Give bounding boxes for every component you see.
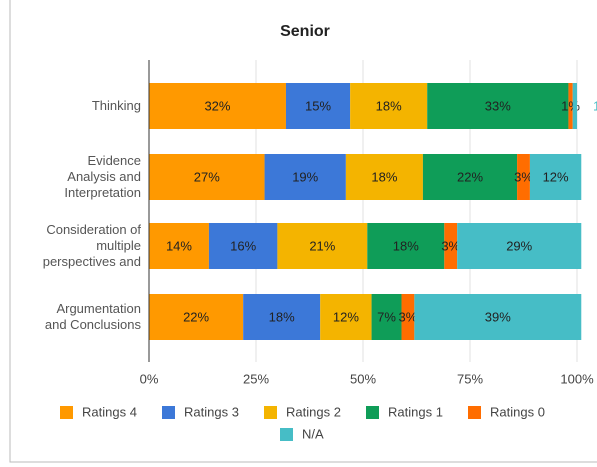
legend-label: Ratings 2 xyxy=(286,404,341,419)
category-label: Thinking xyxy=(91,98,141,113)
bar-segment xyxy=(320,294,372,340)
bar-segment xyxy=(422,154,518,200)
bar-segment xyxy=(367,223,445,269)
bar-segment xyxy=(149,294,244,340)
data-label: 33% xyxy=(485,98,511,113)
bar-segment xyxy=(264,154,346,200)
bar-segment xyxy=(572,83,577,129)
data-label: 1% xyxy=(561,98,580,113)
data-label: 16% xyxy=(230,238,256,253)
legend-swatch xyxy=(366,406,379,419)
category-label: Evidence Analysis and Interpretation xyxy=(64,153,141,200)
x-tick-label: 25% xyxy=(243,371,269,386)
bar-segment xyxy=(371,294,402,340)
x-tick-label: 100% xyxy=(560,371,594,386)
chart-title: Senior xyxy=(280,23,330,40)
bar-segment xyxy=(243,294,321,340)
legend-label: Ratings 0 xyxy=(490,404,545,419)
legend-swatch xyxy=(468,406,481,419)
bar-segment xyxy=(427,83,569,129)
bar-segment xyxy=(457,223,582,269)
data-label: 29% xyxy=(506,238,532,253)
data-label: 32% xyxy=(204,98,230,113)
data-label: 7% xyxy=(377,309,396,324)
data-label: 3% xyxy=(441,238,460,253)
data-label: 22% xyxy=(183,309,209,324)
legend-swatch xyxy=(60,406,73,419)
x-tick-label: 75% xyxy=(457,371,483,386)
bar-segment xyxy=(208,223,278,269)
data-label: 22% xyxy=(457,169,483,184)
data-label: 19% xyxy=(292,169,318,184)
data-label: 27% xyxy=(194,169,220,184)
legend-label: Ratings 3 xyxy=(184,404,239,419)
data-label: 39% xyxy=(485,309,511,324)
legend-swatch xyxy=(162,406,175,419)
frame xyxy=(9,0,597,463)
data-label: 15% xyxy=(305,98,331,113)
data-label: 18% xyxy=(269,309,295,324)
data-label: 21% xyxy=(309,238,335,253)
data-label: 12% xyxy=(333,309,359,324)
data-label: 1% xyxy=(593,98,597,113)
bar-segment xyxy=(517,154,530,200)
bar-segment xyxy=(285,83,351,129)
bar-segment xyxy=(568,83,573,129)
legend-label: Ratings 4 xyxy=(82,404,137,419)
bar-segment xyxy=(277,223,368,269)
data-label: 12% xyxy=(543,169,569,184)
data-label: 3% xyxy=(399,309,418,324)
bar-segment xyxy=(149,223,209,269)
bar-segment xyxy=(401,294,415,340)
legend-swatch xyxy=(264,406,277,419)
bar-segment xyxy=(444,223,458,269)
bar-segment xyxy=(529,154,582,200)
bar-segment xyxy=(345,154,423,200)
data-label: 18% xyxy=(393,238,419,253)
data-label: 3% xyxy=(514,169,533,184)
legend-swatch xyxy=(280,428,293,441)
bar-segment xyxy=(149,83,286,129)
x-tick-label: 50% xyxy=(350,371,376,386)
x-tick-label: 0% xyxy=(140,371,159,386)
bar-segment xyxy=(350,83,428,129)
category-label: Consideration of multiple perspectives a… xyxy=(42,222,141,269)
data-label: 18% xyxy=(376,98,402,113)
bar-segment xyxy=(149,154,265,200)
data-label: 14% xyxy=(166,238,192,253)
legend-label: N/A xyxy=(302,426,324,441)
legend-label: Ratings 1 xyxy=(388,404,443,419)
bar-segment xyxy=(414,294,582,340)
data-label: 18% xyxy=(371,169,397,184)
category-label: Argumentation and Conclusions xyxy=(44,301,141,332)
